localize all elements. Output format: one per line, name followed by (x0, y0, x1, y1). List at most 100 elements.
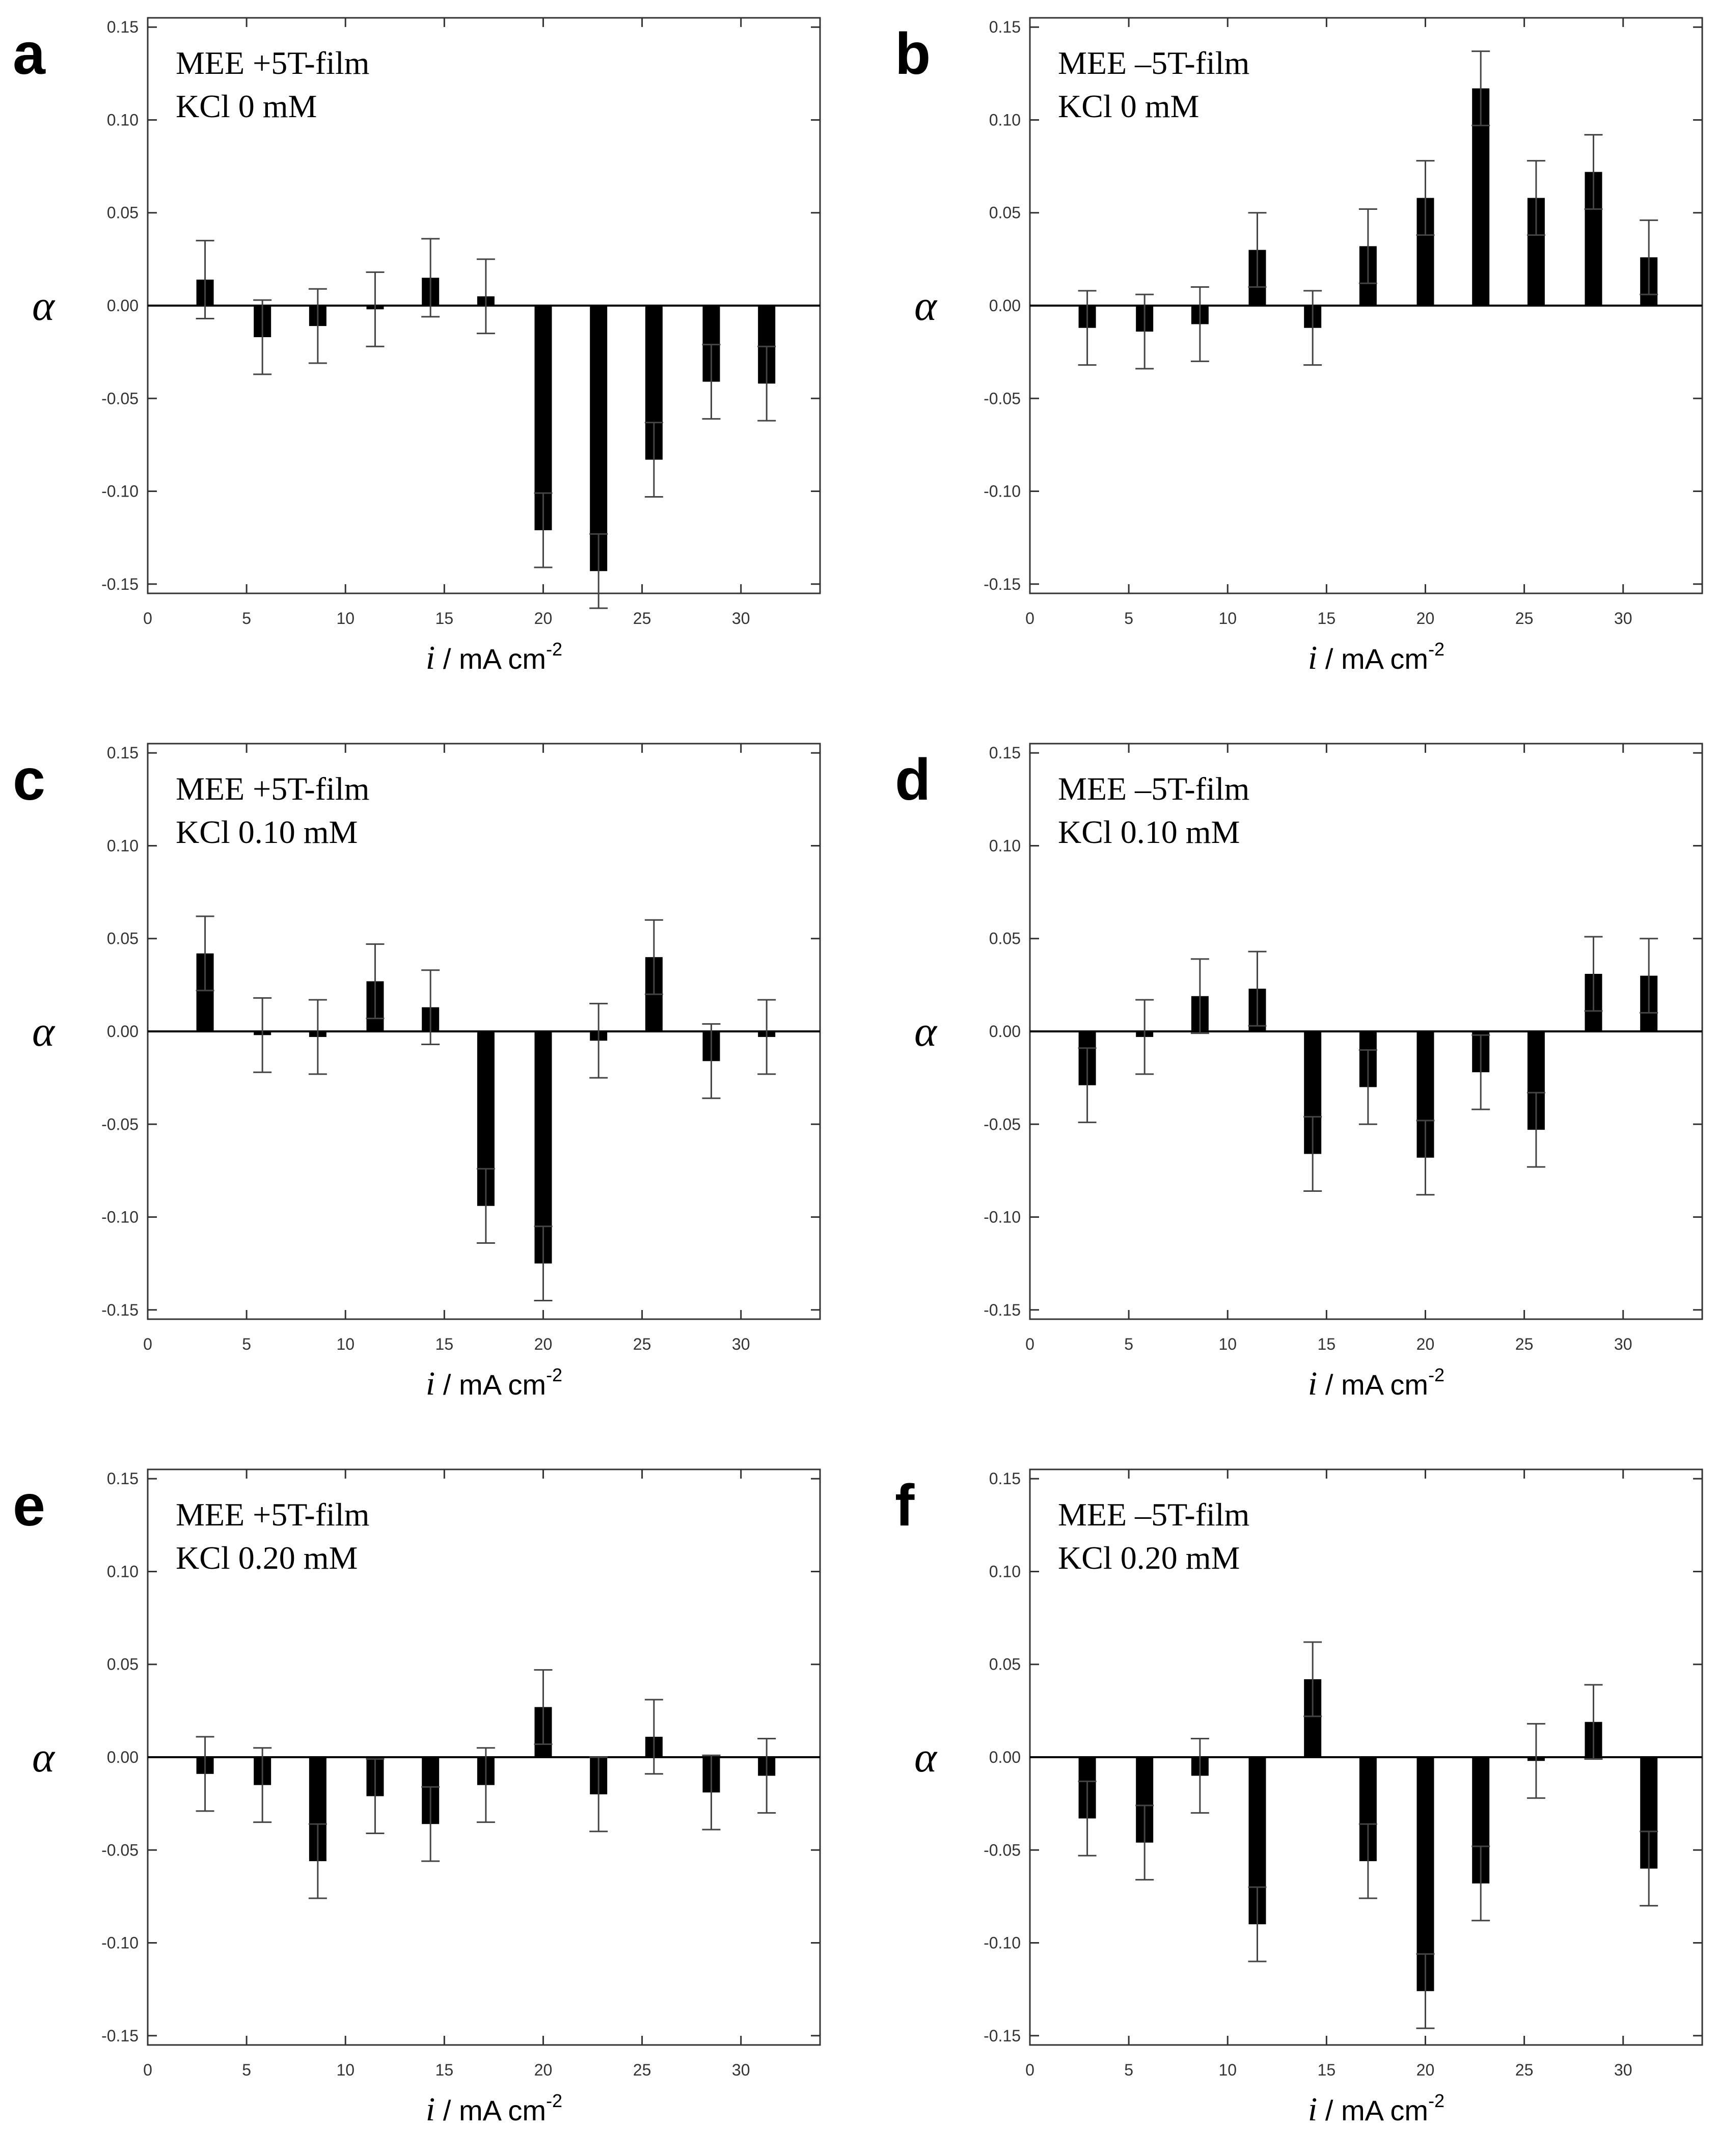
y-tick-label: -0.05 (101, 1115, 139, 1133)
y-tick-label: -0.05 (101, 389, 139, 407)
x-axis-label-exponent: -2 (546, 2090, 562, 2111)
y-tick-label: -0.15 (984, 2027, 1021, 2045)
legend-line-2: KCl 0 mM (176, 88, 317, 124)
legend-line-1: MEE +5T-film (176, 771, 369, 807)
x-axis-label-symbol: i (1308, 1365, 1317, 1402)
y-tick-label: 0.10 (107, 836, 139, 855)
x-tick-label: 30 (732, 609, 750, 627)
legend-line-1: MEE –5T-film (1058, 771, 1249, 807)
y-tick-label: -0.15 (984, 575, 1021, 593)
panel-c: 0.15 0.10 0.05 0.00 -0.05 -0.10 -0.150 5 10 15 20 2… (13, 743, 821, 1402)
x-tick-label: 15 (435, 1335, 454, 1353)
x-axis-label: i / mA cm-2 (426, 2090, 562, 2128)
y-tick-label: 0.15 (989, 744, 1021, 762)
y-axis-label: α (914, 1008, 938, 1055)
x-tick-label: 20 (534, 2061, 553, 2079)
y-tick-label: -0.10 (984, 1934, 1021, 1952)
x-axis-label-unit: / mA cm (435, 2094, 546, 2126)
panel-letter: d (895, 747, 931, 812)
x-tick-label: 25 (633, 1335, 651, 1353)
y-tick-label: 0.15 (107, 18, 139, 36)
x-axis-label-unit: / mA cm (1317, 643, 1428, 675)
y-tick-label: 0.05 (107, 204, 139, 222)
x-tick-label: 5 (1124, 2061, 1133, 2079)
x-axis-label-exponent: -2 (546, 639, 562, 660)
x-axis-label-symbol: i (426, 1365, 435, 1402)
x-axis-label-exponent: -2 (1428, 2090, 1445, 2111)
x-tick-label: 15 (1318, 2061, 1336, 2079)
y-tick-label: 0.05 (107, 1655, 139, 1674)
y-tick-label: -0.10 (101, 482, 139, 501)
panel-a: 0.15 0.10 0.05 0.00 -0.05 -0.10 -0.150 5 10 15 20 2… (13, 17, 821, 676)
x-tick-label: 10 (336, 2061, 355, 2079)
x-tick-label: 15 (1318, 1335, 1336, 1353)
x-tick-label: 5 (1124, 609, 1133, 627)
x-axis-label-unit: / mA cm (435, 643, 546, 675)
x-tick-label: 25 (633, 2061, 651, 2079)
panel-f: 0.15 0.10 0.05 0.00 -0.05 -0.10 -0.150 5 10 15 20 2… (895, 1468, 1703, 2128)
y-tick-label: 0.00 (989, 1022, 1021, 1041)
y-tick-label: 0.05 (107, 930, 139, 948)
x-axis-label-unit: / mA cm (1317, 2094, 1428, 2126)
x-tick-label: 30 (732, 2061, 750, 2079)
x-axis-label-symbol: i (426, 2091, 435, 2128)
y-tick-label: 0.10 (107, 111, 139, 129)
y-tick-label: -0.05 (984, 1115, 1021, 1133)
y-tick-label: 0.05 (989, 204, 1021, 222)
x-tick-label: 15 (1318, 609, 1336, 627)
y-tick-label: 0.15 (989, 1469, 1021, 1488)
y-tick-label: 0.00 (989, 1748, 1021, 1766)
x-axis-label: i / mA cm-2 (1308, 639, 1445, 676)
panel-d: 0.15 0.10 0.05 0.00 -0.05 -0.10 -0.150 5 10 15 20 2… (895, 743, 1703, 1402)
x-tick-label: 25 (633, 609, 651, 627)
x-tick-label: 0 (143, 2061, 152, 2079)
x-tick-label: 10 (336, 1335, 355, 1353)
y-tick-label: 0.00 (107, 1748, 139, 1766)
y-tick-label: -0.05 (984, 1841, 1021, 1859)
panel-letter: e (13, 1473, 45, 1538)
bar (534, 1031, 552, 1264)
x-tick-label: 15 (435, 2061, 454, 2079)
x-tick-label: 10 (336, 609, 355, 627)
panel-b: 0.15 0.10 0.05 0.00 -0.05 -0.10 -0.150 5 10 15 20 2… (895, 17, 1703, 676)
x-tick-label: 0 (1025, 2061, 1034, 2079)
y-tick-label: 0.15 (107, 744, 139, 762)
x-tick-label: 20 (534, 1335, 553, 1353)
x-tick-label: 10 (1218, 1335, 1237, 1353)
y-tick-label: -0.10 (984, 1208, 1021, 1226)
x-axis-label: i / mA cm-2 (426, 1364, 562, 1402)
x-tick-label: 30 (1614, 2061, 1632, 2079)
x-tick-label: 25 (1515, 1335, 1534, 1353)
legend-line-1: MEE –5T-film (1058, 1496, 1249, 1533)
x-axis-label: i / mA cm-2 (1308, 1364, 1445, 1402)
y-tick-label: 0.10 (989, 836, 1021, 855)
x-axis-label-unit: / mA cm (435, 1369, 546, 1401)
y-tick-label: -0.15 (101, 2027, 139, 2045)
x-tick-label: 5 (242, 1335, 251, 1353)
y-axis-label: α (32, 1734, 56, 1781)
x-tick-label: 25 (1515, 609, 1534, 627)
legend-line-2: KCl 0.20 mM (1058, 1540, 1240, 1576)
x-tick-label: 20 (1416, 609, 1435, 627)
y-tick-label: 0.15 (989, 18, 1021, 36)
x-axis-label-unit: / mA cm (1317, 1369, 1428, 1401)
x-axis-label-exponent: -2 (1428, 1364, 1445, 1385)
x-tick-label: 0 (143, 609, 152, 627)
legend-line-1: MEE +5T-film (176, 1496, 369, 1533)
x-tick-label: 30 (1614, 609, 1632, 627)
y-axis-label: α (914, 1734, 938, 1781)
x-tick-label: 0 (1025, 1335, 1034, 1353)
x-axis-label-symbol: i (1308, 639, 1317, 676)
legend-line-2: KCl 0.10 mM (176, 814, 358, 850)
legend-line-2: KCl 0 mM (1058, 88, 1199, 124)
x-axis-label-symbol: i (1308, 2091, 1317, 2128)
x-axis-label-exponent: -2 (1428, 639, 1445, 660)
y-tick-label: 0.05 (989, 1655, 1021, 1674)
y-tick-label: -0.10 (101, 1208, 139, 1226)
y-tick-label: 0.00 (989, 296, 1021, 315)
panel-letter: b (895, 21, 931, 87)
x-tick-label: 10 (1218, 2061, 1237, 2079)
x-tick-label: 15 (435, 609, 454, 627)
y-tick-label: -0.05 (984, 389, 1021, 407)
x-axis-label-exponent: -2 (546, 1364, 562, 1385)
